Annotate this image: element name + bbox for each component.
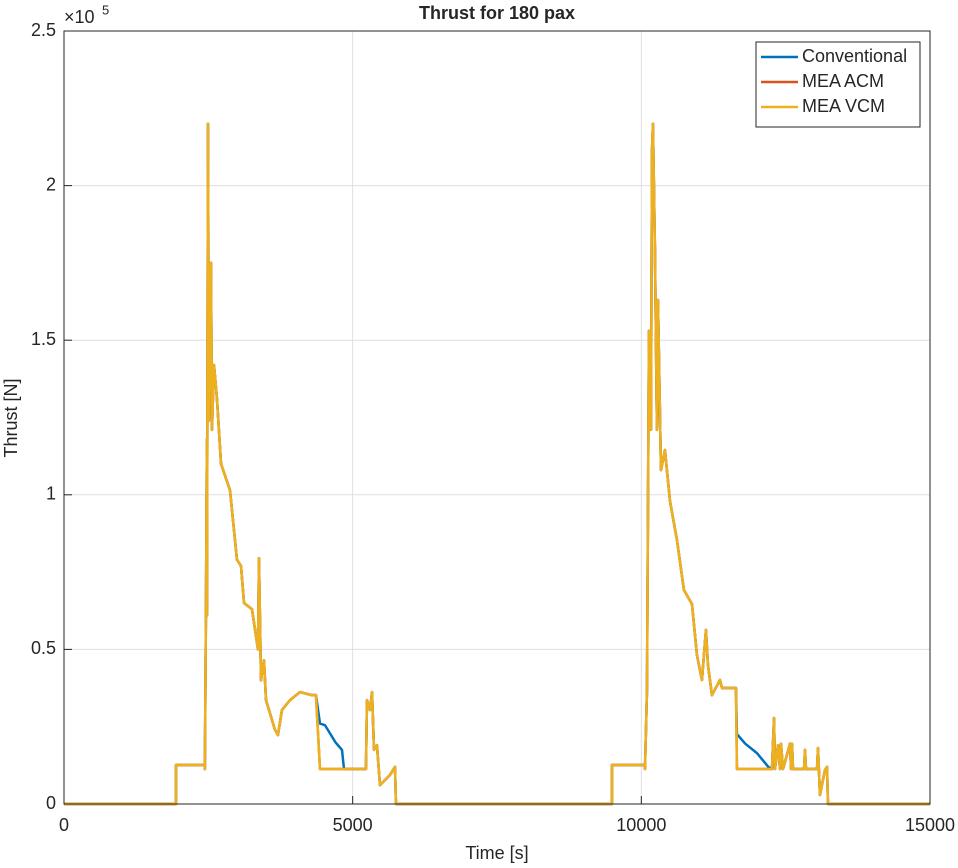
- x-tick-label: 5000: [333, 815, 373, 835]
- y-tick-label: 0: [46, 793, 56, 813]
- y-multiplier-exponent: 5: [102, 2, 109, 17]
- y-tick-label: 1.5: [31, 329, 56, 349]
- y-axis-label: Thrust [N]: [1, 378, 21, 457]
- y-tick-label: 0.5: [31, 638, 56, 658]
- legend-label: MEA ACM: [802, 71, 884, 91]
- x-tick-label: 10000: [616, 815, 666, 835]
- x-axis-label: Time [s]: [465, 843, 528, 863]
- legend: Conventional MEA ACM MEA VCM: [755, 41, 921, 128]
- y-tick-label: 1: [46, 484, 56, 504]
- y-multiplier: ×10: [64, 7, 95, 27]
- chart-title: Thrust for 180 pax: [419, 3, 575, 23]
- plot-area: [64, 122, 930, 806]
- series-line: [64, 122, 930, 806]
- y-tick-label: 2.5: [31, 20, 56, 40]
- legend-label: MEA VCM: [802, 96, 885, 116]
- legend-box: [755, 41, 921, 128]
- y-tick-label: 2: [46, 174, 56, 194]
- legend-label: Conventional: [802, 46, 907, 66]
- axes-box: [63, 30, 931, 805]
- x-tick-label: 0: [59, 815, 69, 835]
- x-tick-label: 15000: [905, 815, 955, 835]
